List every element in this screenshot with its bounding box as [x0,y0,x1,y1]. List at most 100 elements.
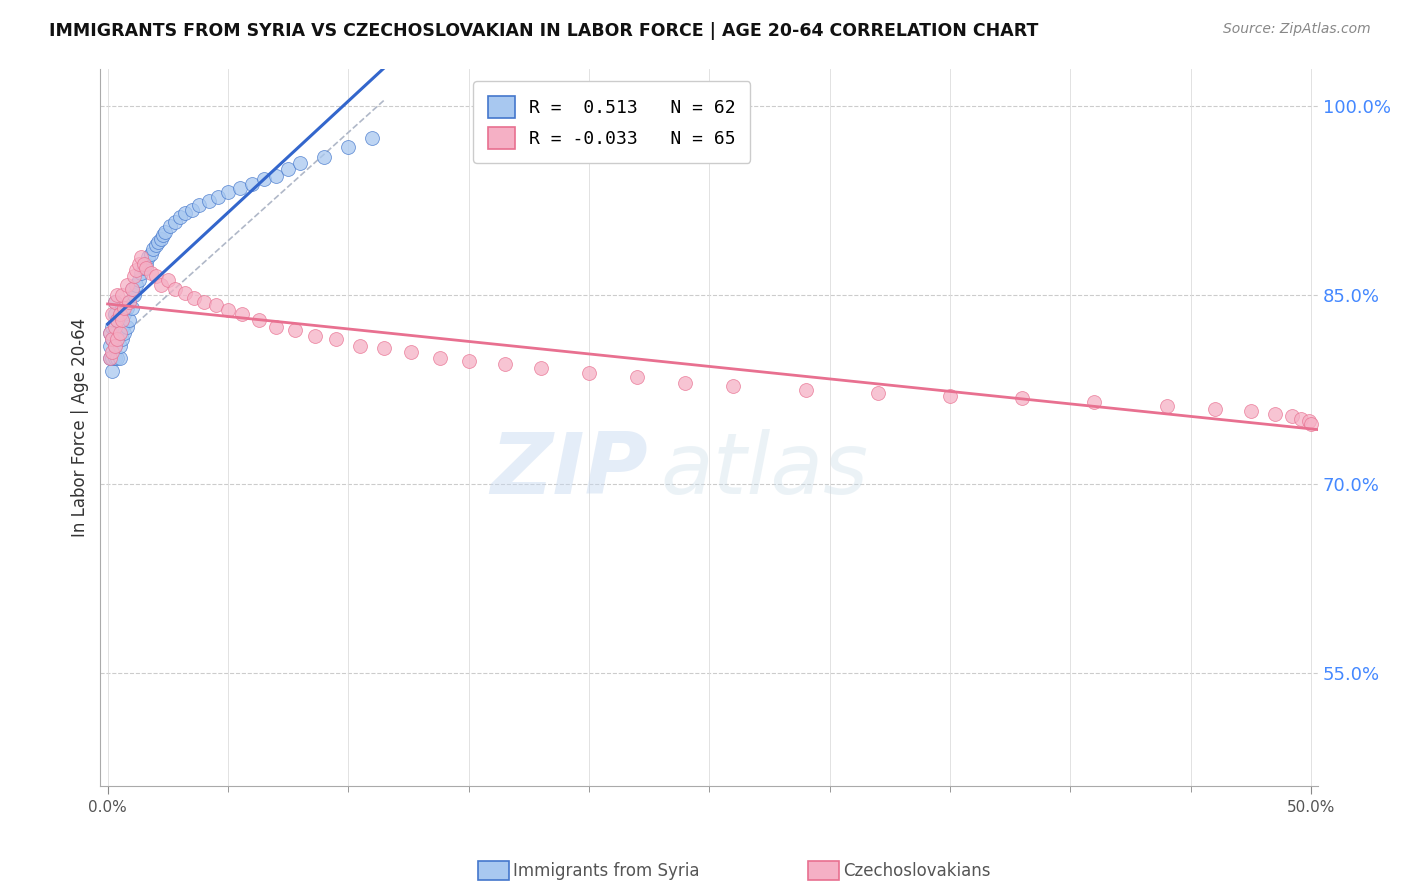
Point [104,294,127,309]
Point [132,260,155,275]
Point [304,328,326,343]
Text: Czechoslovakians: Czechoslovakians [844,862,991,880]
Point [101,332,124,346]
Point [105,313,128,327]
Point [104,319,127,334]
Point [118,294,141,309]
Point [104,326,127,340]
Point [138,251,160,265]
Point [361,130,384,145]
Point [180,202,202,217]
Point [264,169,287,183]
Point [98,326,121,340]
Point [794,383,817,397]
Point [173,285,195,300]
Point [115,278,138,293]
Point [111,319,134,334]
Point [101,307,124,321]
Point [229,181,252,195]
Point [530,361,553,376]
Point [139,246,162,260]
Point [173,206,195,220]
Point [457,353,479,368]
Point [314,150,336,164]
Point [149,278,172,293]
Legend: R =  0.513   N = 62, R = -0.033   N = 65: R = 0.513 N = 62, R = -0.033 N = 65 [474,81,751,163]
Point [264,319,287,334]
Point [1281,409,1303,423]
Point [121,301,143,315]
Point [240,178,263,192]
Point [108,338,131,352]
Point [183,291,205,305]
Point [939,389,962,403]
Point [104,307,127,321]
Point [98,326,121,340]
Point [1264,407,1286,421]
Point [349,338,371,352]
Point [188,197,211,211]
Point [207,190,229,204]
Point [98,338,121,352]
Point [135,260,157,275]
Point [125,263,148,277]
Text: Source: ZipAtlas.com: Source: ZipAtlas.com [1223,22,1371,37]
Point [1240,404,1263,418]
Point [494,358,516,372]
Point [155,225,177,239]
Point [253,172,276,186]
Point [112,307,135,321]
Point [163,215,186,229]
Point [125,278,148,293]
Point [247,313,270,327]
Point [152,227,174,242]
Text: ZIP: ZIP [491,429,648,512]
Point [169,210,191,224]
Point [132,257,155,271]
Point [129,251,152,265]
Point [108,326,131,340]
Point [217,303,239,318]
Point [105,313,128,327]
Point [159,219,181,233]
Point [108,351,131,366]
Point [118,313,141,327]
Point [108,326,131,340]
Point [121,282,143,296]
Y-axis label: In Labor Force | Age 20-64: In Labor Force | Age 20-64 [72,318,89,537]
Point [111,313,134,327]
Point [98,351,121,366]
Point [101,344,124,359]
Point [205,298,228,312]
Point [197,194,219,208]
Point [723,379,745,393]
Point [104,338,127,352]
Point [115,301,138,315]
Point [156,273,179,287]
Point [98,351,121,366]
Point [217,185,239,199]
Point [288,156,311,170]
Point [128,257,150,271]
Point [1011,392,1033,406]
Point [231,307,253,321]
Point [112,326,135,340]
Point [129,266,152,280]
Text: Immigrants from Syria: Immigrants from Syria [513,862,700,880]
Point [145,237,167,252]
Point [128,273,150,287]
Point [105,351,128,366]
Point [429,351,451,366]
Point [101,332,124,346]
Point [1204,401,1226,416]
Point [145,269,167,284]
Point [1298,414,1320,428]
Point [101,351,124,366]
Point [105,332,128,346]
Point [626,370,648,384]
Point [139,266,162,280]
Point [104,351,127,366]
Point [1156,399,1178,413]
Point [193,294,215,309]
Point [121,282,143,296]
